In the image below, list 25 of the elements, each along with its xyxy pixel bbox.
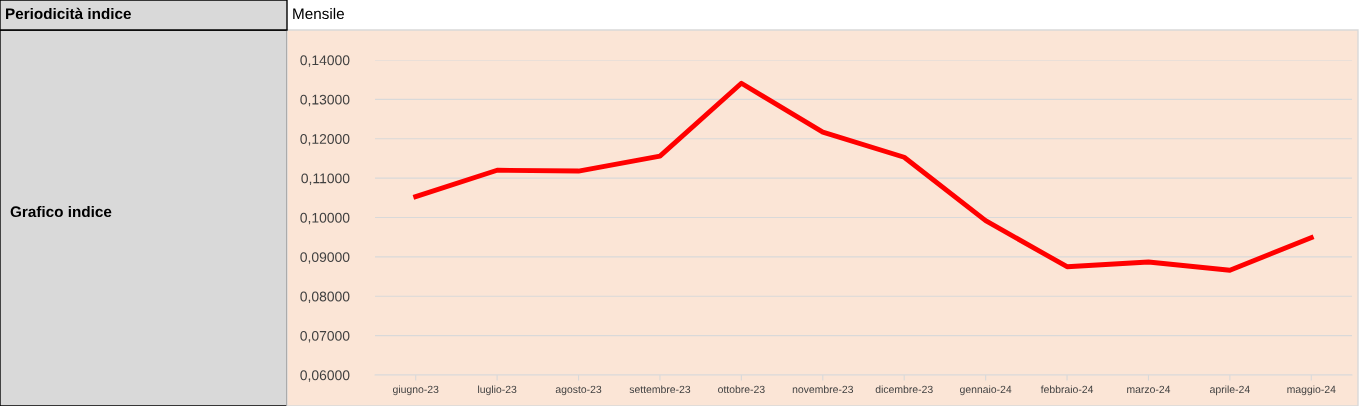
x-tick-label: settembre-23 xyxy=(629,385,691,394)
y-tick-label: 0,08000 xyxy=(300,291,350,304)
line-series xyxy=(413,80,1314,273)
x-tick-label: maggio-24 xyxy=(1287,385,1336,396)
y-tick-label: 0,09000 xyxy=(300,252,350,264)
y-tick-label: 0,06000 xyxy=(300,370,350,382)
x-tick-label: dicembre-23 xyxy=(875,385,933,394)
x-tick-label: agosto-23 xyxy=(555,385,602,396)
x-tick-label: aprile-24 xyxy=(1210,385,1250,396)
y-tick-label: 0,12000 xyxy=(300,134,350,146)
y-tick-label: 0,10000 xyxy=(300,212,350,225)
y-tick-label: 0,07000 xyxy=(300,330,350,343)
x-tick-label: giugno-23 xyxy=(392,385,439,396)
x-tick-label: novembre-23 xyxy=(792,385,854,394)
text: Periodicità indice xyxy=(6,7,131,20)
y-tick-label: 0,13000 xyxy=(300,94,350,107)
text: Mensile xyxy=(293,7,344,20)
y-tick-label: 0,14000 xyxy=(300,55,350,67)
text: Grafico indice xyxy=(10,205,112,218)
y-tick-label: 0,11000 xyxy=(301,173,350,185)
x-tick-label: gennaio-24 xyxy=(960,385,1012,396)
x-tick-label: luglio-23 xyxy=(478,385,517,396)
x-tick-label: marzo-24 xyxy=(1127,385,1171,394)
x-tick-label: ottobre-23 xyxy=(718,385,765,394)
x-tick-label: febbraio-24 xyxy=(1040,385,1094,394)
